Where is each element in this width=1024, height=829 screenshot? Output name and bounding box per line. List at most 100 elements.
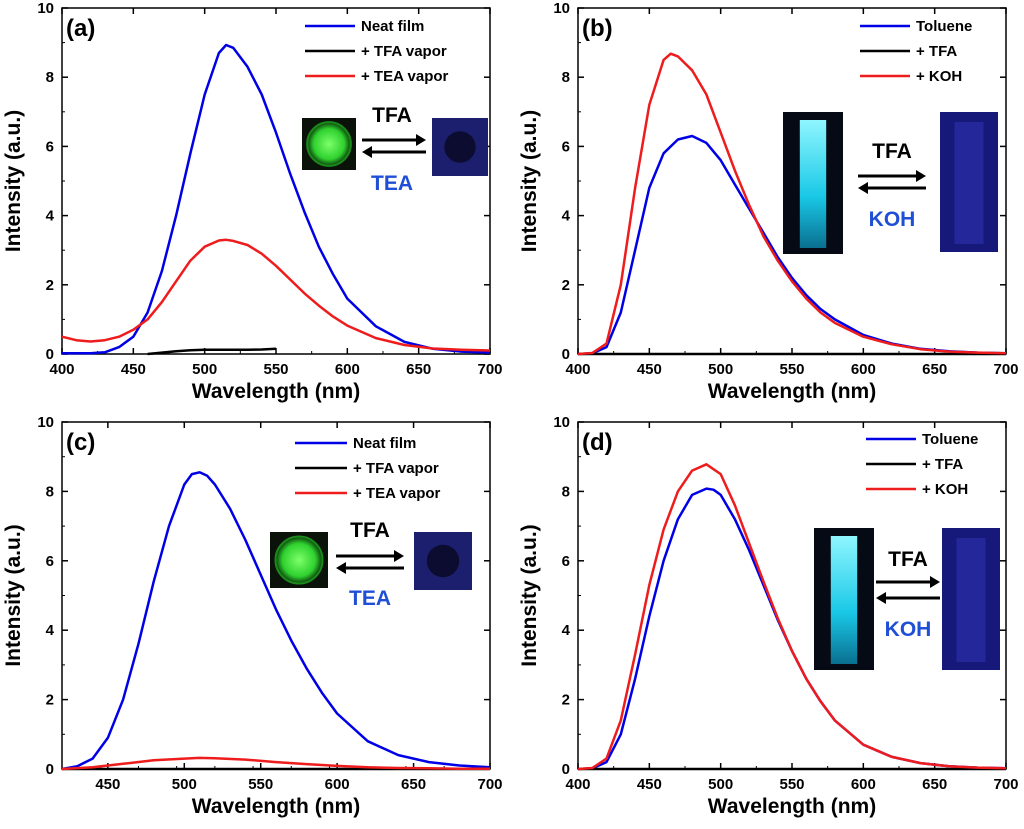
x-tick-label: 650 xyxy=(922,361,947,378)
y-tick-label: 8 xyxy=(562,483,570,500)
x-tick-label: 500 xyxy=(192,361,217,378)
inset-photo-after-film xyxy=(426,544,460,578)
y-tick-label: 2 xyxy=(562,277,570,294)
x-axis-title: Wavelength (nm) xyxy=(192,380,360,403)
y-tick-label: 0 xyxy=(46,761,54,778)
legend-label-1: + TFA xyxy=(916,43,957,60)
inset-photo-before-vial xyxy=(799,120,827,248)
y-tick-label: 8 xyxy=(46,69,54,86)
legend-label-1: + TFA vapor xyxy=(361,43,447,60)
forward-arrow-icon xyxy=(916,170,926,182)
x-tick-label: 400 xyxy=(49,361,74,378)
y-tick-label: 10 xyxy=(37,0,54,17)
panel-label: (a) xyxy=(66,15,95,42)
legend-label-0: Toluene xyxy=(916,18,972,35)
x-tick-label: 550 xyxy=(779,776,804,793)
x-tick-label: 550 xyxy=(248,776,273,793)
x-tick-label: 700 xyxy=(477,361,502,378)
x-tick-label: 400 xyxy=(565,361,590,378)
inset-photo-after xyxy=(414,532,472,590)
series-line-2 xyxy=(577,52,1007,356)
y-axis-title: Intensity (a.u.) xyxy=(518,110,541,252)
panel-label: (c) xyxy=(66,429,95,456)
chart-panel-2: 450 500 550 600 650 700 0 2 4 6 8 10 Wavelength (nm)… xyxy=(2,414,503,818)
y-tick-label: 2 xyxy=(562,692,570,709)
y-tick-label: 0 xyxy=(562,761,570,778)
inset-photo-after xyxy=(940,112,998,252)
reverse-arrow-icon xyxy=(336,562,346,574)
reverse-arrow-icon xyxy=(362,146,372,158)
legend-label-2: + KOH xyxy=(922,481,968,498)
inset-photo-before xyxy=(302,118,356,170)
inset-photo-after-vial xyxy=(956,538,986,662)
reverse-arrow-icon xyxy=(858,182,868,194)
inset-photo-after-film xyxy=(444,131,476,163)
chart-panel-0: 400 450 500 550 600 650 700 0 2 4 6 8 10 Wavelength (… xyxy=(2,0,503,403)
series-line-1 xyxy=(147,347,277,356)
y-tick-label: 4 xyxy=(562,622,571,639)
x-tick-label: 700 xyxy=(993,361,1018,378)
x-tick-label: 450 xyxy=(637,361,662,378)
legend-label-2: + TEA vapor xyxy=(353,485,441,502)
inset-bottom-label: TEA xyxy=(349,587,391,610)
legend-label-1: + TFA vapor xyxy=(353,460,439,477)
x-tick-label: 450 xyxy=(95,776,120,793)
x-tick-label: 600 xyxy=(335,361,360,378)
legend-label-2: + KOH xyxy=(916,68,962,85)
inset-photo-after xyxy=(942,528,1000,670)
inset-bottom-label: TEA xyxy=(371,172,413,195)
y-tick-label: 6 xyxy=(562,553,570,570)
x-tick-label: 400 xyxy=(565,776,590,793)
y-axis-title: Intensity (a.u.) xyxy=(2,110,25,252)
inset-photo-before-film xyxy=(306,121,352,167)
series-line-0 xyxy=(577,487,1007,771)
x-tick-label: 600 xyxy=(851,361,876,378)
y-tick-label: 6 xyxy=(562,138,570,155)
inset-photo-before xyxy=(783,112,843,254)
series-line-2 xyxy=(61,756,490,771)
inset-arrows xyxy=(362,134,426,158)
y-axis-title: Intensity (a.u.) xyxy=(518,524,541,666)
y-tick-label: 10 xyxy=(553,414,570,431)
legend-label-0: Toluene xyxy=(922,431,978,448)
inset-top-label: TFA xyxy=(350,519,390,542)
inset-photo-after-vial xyxy=(954,122,984,244)
y-tick-label: 4 xyxy=(46,622,55,639)
x-axis-title: Wavelength (nm) xyxy=(708,795,876,818)
x-tick-label: 450 xyxy=(121,361,146,378)
inset-photo-before xyxy=(814,528,874,670)
y-tick-label: 2 xyxy=(46,692,54,709)
inset-bottom-label: KOH xyxy=(869,208,916,231)
y-tick-label: 6 xyxy=(46,138,54,155)
x-tick-label: 700 xyxy=(477,776,502,793)
x-tick-label: 650 xyxy=(406,361,431,378)
legend-label-0: Neat film xyxy=(361,18,424,35)
legend-label-0: Neat film xyxy=(353,435,416,452)
x-tick-label: 700 xyxy=(993,776,1018,793)
legend-label-1: + TFA xyxy=(922,456,963,473)
x-tick-label: 450 xyxy=(637,776,662,793)
x-tick-label: 550 xyxy=(779,361,804,378)
plot-frame xyxy=(577,421,1007,770)
legend: Toluene + TFA + KOH xyxy=(860,18,972,85)
x-tick-label: 650 xyxy=(401,776,426,793)
forward-arrow-icon xyxy=(394,550,404,562)
y-tick-label: 6 xyxy=(46,553,54,570)
x-tick-label: 600 xyxy=(325,776,350,793)
y-tick-label: 0 xyxy=(562,346,570,363)
legend: Neat film + TFA vapor + TEA vapor xyxy=(295,435,441,502)
inset-photo-after xyxy=(432,118,488,176)
panel-label: (d) xyxy=(582,429,613,456)
series-line-0 xyxy=(61,471,491,771)
forward-arrow-icon xyxy=(416,134,426,146)
x-tick-label: 650 xyxy=(922,776,947,793)
legend: Toluene + TFA + KOH xyxy=(866,431,978,498)
y-axis-title: Intensity (a.u.) xyxy=(2,524,25,666)
x-tick-label: 500 xyxy=(708,776,733,793)
y-tick-label: 10 xyxy=(553,0,570,17)
legend-label-2: + TEA vapor xyxy=(361,68,449,85)
x-tick-label: 500 xyxy=(172,776,197,793)
x-axis-title: Wavelength (nm) xyxy=(708,380,876,403)
series-line-2 xyxy=(577,463,1007,771)
